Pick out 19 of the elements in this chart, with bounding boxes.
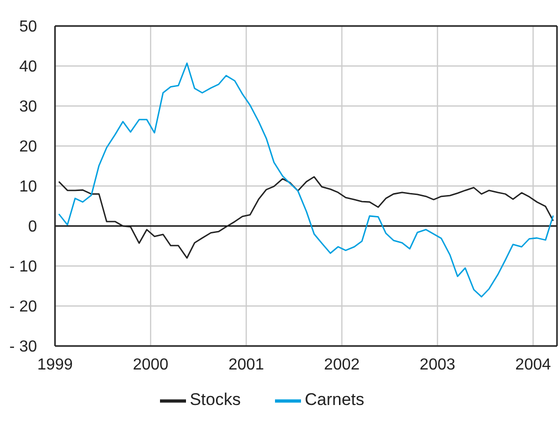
line-series [58, 176, 554, 259]
legend-label: Carnets [304, 390, 364, 410]
x-tick-label: 2003 [420, 356, 456, 374]
y-tick-label: 20 [19, 138, 38, 156]
y-tick-label: 40 [19, 58, 38, 76]
x-tick-label: 2004 [515, 356, 551, 374]
y-tick-label: 50 [19, 18, 38, 36]
y-tick-label: - 20 [9, 298, 38, 316]
y-tick-label: - 10 [9, 258, 38, 276]
x-tick-label: 1999 [37, 356, 73, 374]
x-tick-label: 2002 [324, 356, 360, 374]
y-tick-label: 30 [19, 98, 38, 116]
y-tick-label: 0 [28, 218, 38, 236]
legend-label: Stocks [190, 390, 241, 410]
y-tick-label: 10 [19, 178, 38, 196]
line-series [58, 62, 554, 298]
x-tick-label: 2000 [132, 356, 169, 374]
x-tick-label: 2001 [228, 356, 264, 374]
y-tick-label: - 30 [9, 338, 38, 356]
